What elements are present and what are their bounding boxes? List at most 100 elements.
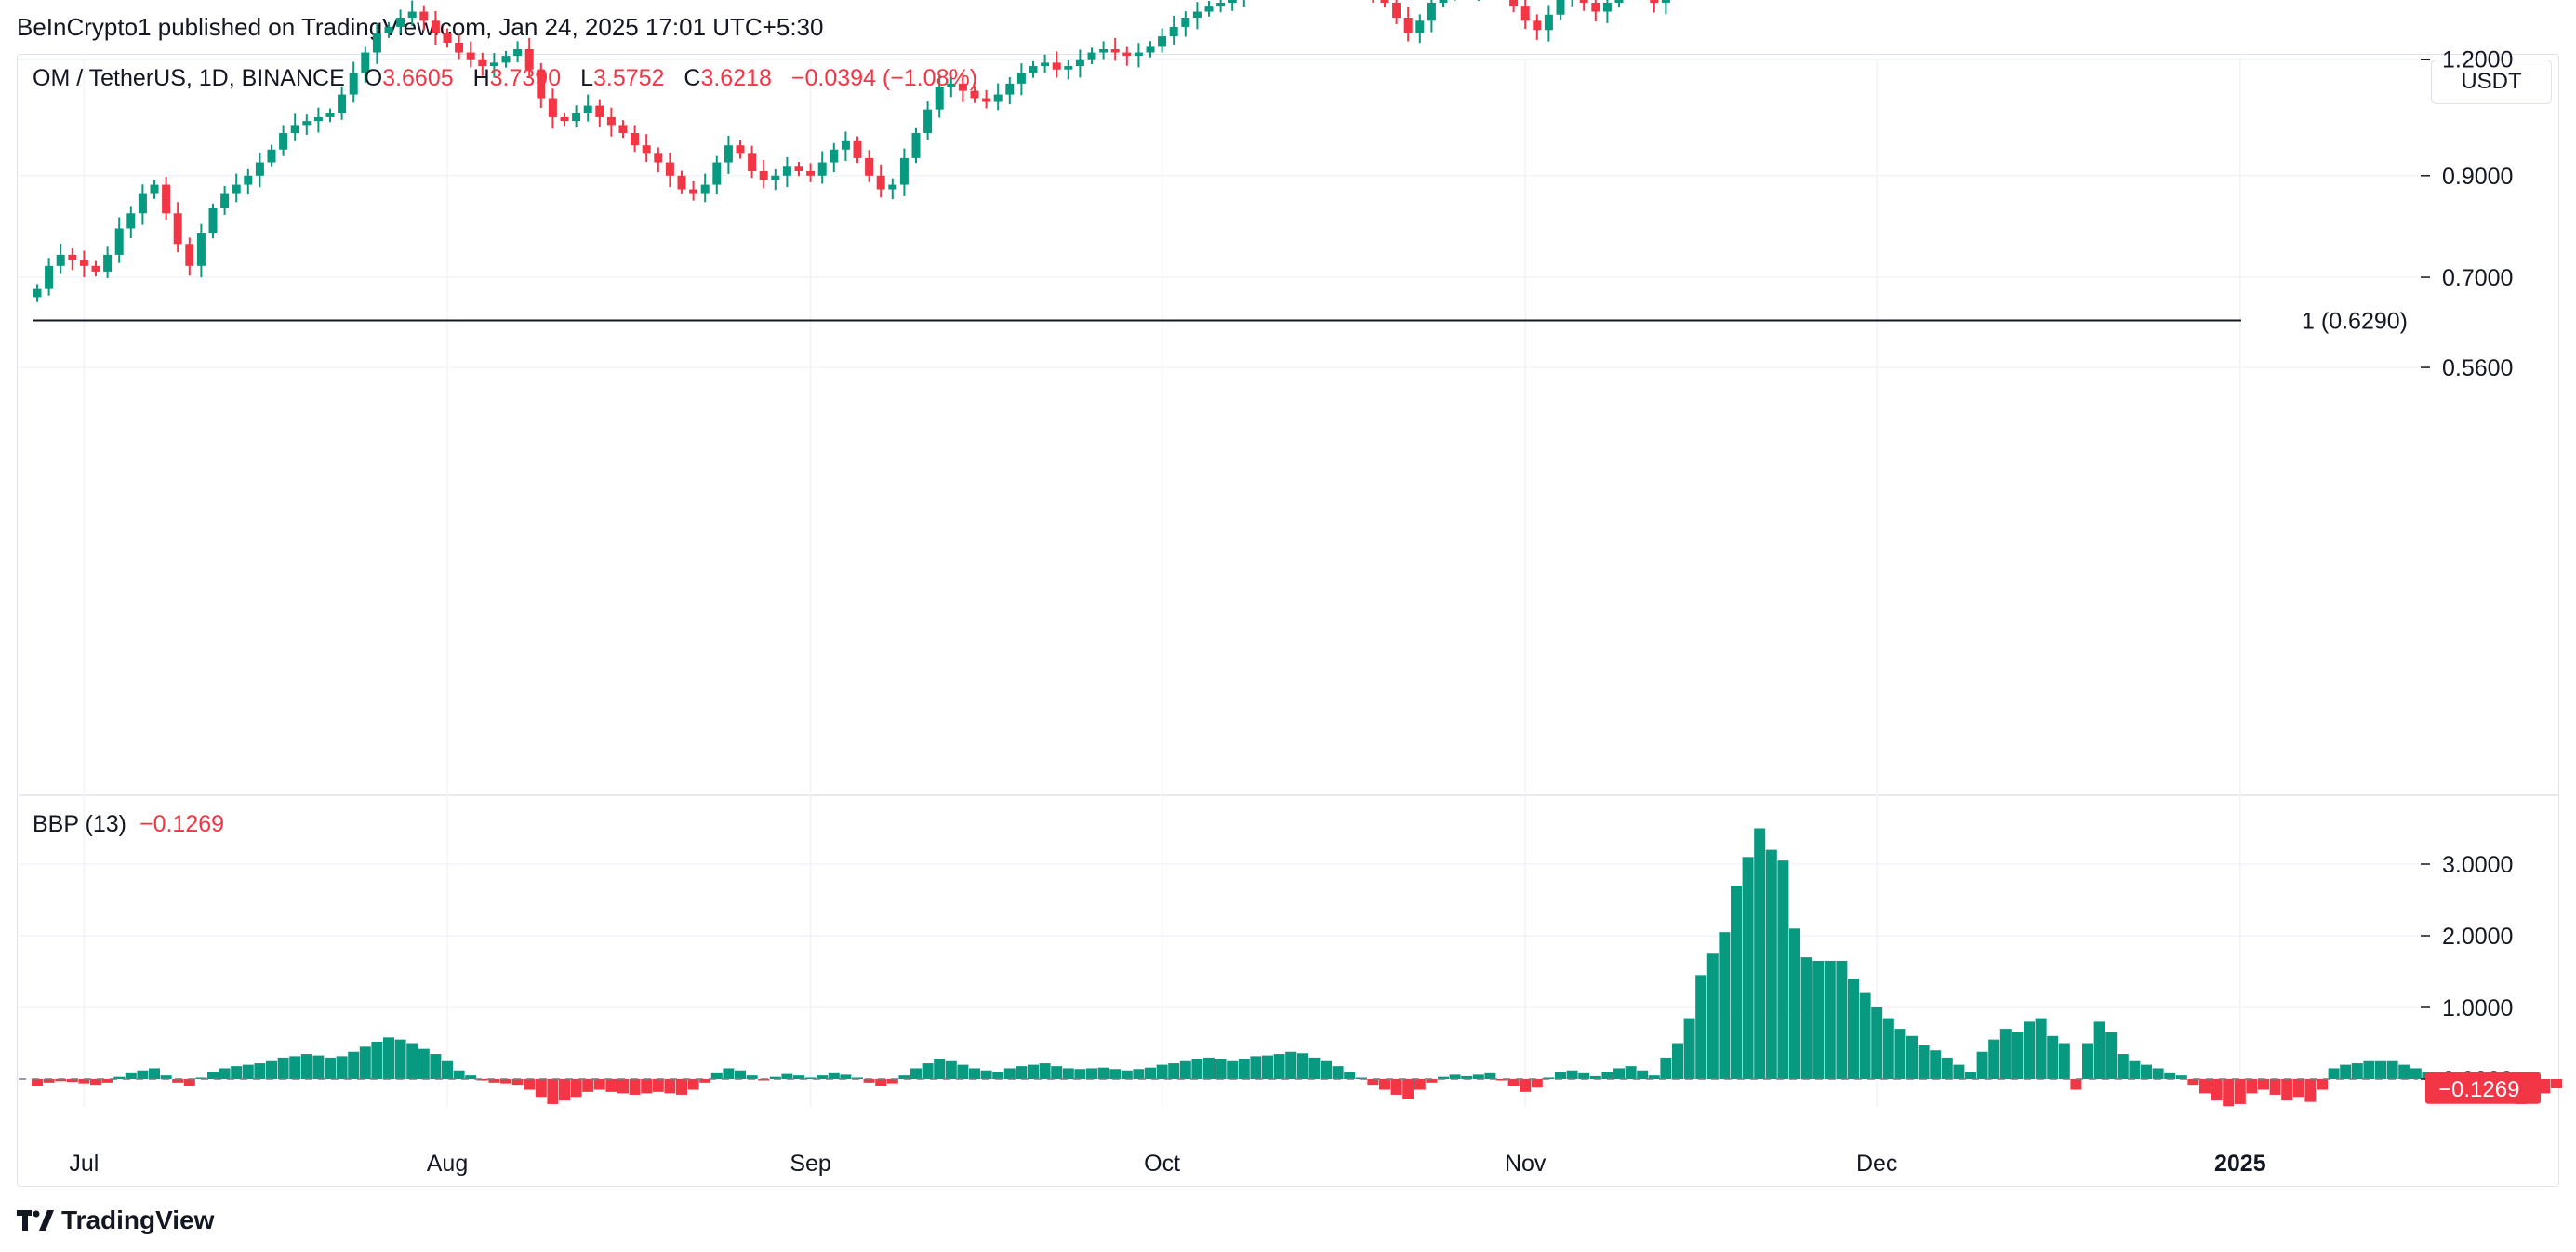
- candle[interactable]: [1533, 14, 1542, 40]
- candle[interactable]: [1110, 37, 1120, 61]
- candle[interactable]: [1087, 47, 1096, 64]
- candle[interactable]: [1158, 28, 1167, 53]
- candle[interactable]: [325, 108, 335, 123]
- candle[interactable]: [631, 125, 640, 153]
- candle[interactable]: [1568, 0, 1576, 7]
- symbol-label[interactable]: OM / TetherUS, 1D, BINANCE: [33, 65, 345, 91]
- candle[interactable]: [478, 52, 487, 76]
- candle[interactable]: [1602, 0, 1612, 23]
- candle[interactable]: [1579, 0, 1588, 11]
- candle[interactable]: [68, 247, 77, 271]
- candle[interactable]: [1427, 0, 1436, 33]
- candle[interactable]: [1451, 0, 1459, 1]
- candle[interactable]: [537, 62, 546, 109]
- candle[interactable]: [45, 258, 54, 296]
- candle[interactable]: [290, 113, 299, 141]
- candle[interactable]: [606, 107, 616, 137]
- candle[interactable]: [255, 153, 264, 188]
- candle[interactable]: [114, 217, 124, 263]
- candle[interactable]: [1192, 2, 1202, 30]
- candle[interactable]: [911, 127, 921, 164]
- candle[interactable]: [947, 76, 956, 98]
- candle[interactable]: [407, 0, 417, 26]
- indicator-name[interactable]: BBP (13): [33, 811, 126, 837]
- candle[interactable]: [1403, 7, 1413, 42]
- candle[interactable]: [1005, 76, 1015, 105]
- candle[interactable]: [1240, 0, 1248, 7]
- candle[interactable]: [771, 168, 780, 191]
- candle[interactable]: [33, 284, 42, 302]
- candle[interactable]: [455, 34, 464, 60]
- candle[interactable]: [876, 164, 885, 198]
- candle[interactable]: [501, 50, 511, 68]
- candle[interactable]: [560, 112, 569, 127]
- candle[interactable]: [1228, 0, 1237, 11]
- candle[interactable]: [677, 170, 686, 194]
- candle[interactable]: [279, 125, 288, 156]
- candle[interactable]: [419, 5, 429, 31]
- candle[interactable]: [489, 53, 498, 78]
- candle[interactable]: [1556, 0, 1565, 20]
- candle[interactable]: [1650, 0, 1659, 13]
- candle[interactable]: [1661, 0, 1670, 15]
- candle[interactable]: [103, 246, 113, 278]
- candle[interactable]: [712, 155, 722, 195]
- candle[interactable]: [1029, 60, 1038, 78]
- candle[interactable]: [208, 203, 218, 239]
- candle[interactable]: [443, 28, 452, 48]
- candle[interactable]: [138, 184, 147, 225]
- candle[interactable]: [724, 135, 733, 174]
- candle[interactable]: [361, 46, 370, 84]
- candle[interactable]: [1146, 41, 1155, 58]
- candle[interactable]: [431, 10, 440, 46]
- candle[interactable]: [1169, 15, 1178, 45]
- candle[interactable]: [244, 168, 253, 195]
- candle[interactable]: [794, 162, 803, 177]
- candle[interactable]: [196, 223, 206, 278]
- candle[interactable]: [1415, 14, 1425, 44]
- candle[interactable]: [923, 101, 933, 140]
- candle[interactable]: [349, 61, 358, 103]
- candle[interactable]: [1591, 0, 1600, 22]
- candle[interactable]: [993, 83, 1003, 111]
- candle[interactable]: [888, 178, 897, 200]
- candle[interactable]: [817, 151, 827, 184]
- candle[interactable]: [1614, 0, 1624, 8]
- candle[interactable]: [372, 23, 381, 64]
- candle[interactable]: [1181, 11, 1190, 37]
- candle[interactable]: [841, 131, 850, 162]
- candle[interactable]: [384, 21, 393, 38]
- candle[interactable]: [1544, 5, 1553, 42]
- candle[interactable]: [1064, 60, 1073, 80]
- tradingview-logo[interactable]: TradingView: [17, 1205, 214, 1235]
- candle[interactable]: [1099, 41, 1109, 60]
- candle[interactable]: [1041, 54, 1050, 73]
- candle[interactable]: [1520, 0, 1530, 30]
- candle[interactable]: [1474, 0, 1482, 2]
- candle[interactable]: [865, 150, 874, 182]
- candle[interactable]: [150, 180, 159, 199]
- candle[interactable]: [302, 114, 312, 135]
- candle[interactable]: [970, 86, 979, 103]
- candle[interactable]: [313, 107, 323, 133]
- candle[interactable]: [1204, 0, 1214, 17]
- candle[interactable]: [782, 156, 791, 188]
- indicator-value-badge[interactable]: [2425, 1072, 2541, 1104]
- candle[interactable]: [1392, 0, 1401, 25]
- candle[interactable]: [1075, 49, 1084, 78]
- candle[interactable]: [1134, 43, 1143, 68]
- candle[interactable]: [689, 180, 698, 201]
- candle[interactable]: [396, 9, 405, 33]
- candle[interactable]: [1439, 0, 1448, 8]
- candle[interactable]: [173, 202, 182, 253]
- candle[interactable]: [853, 136, 862, 164]
- candle[interactable]: [806, 163, 816, 182]
- candle[interactable]: [618, 120, 628, 139]
- candle[interactable]: [1016, 63, 1026, 96]
- candle[interactable]: [56, 243, 65, 274]
- candle[interactable]: [1509, 0, 1519, 13]
- candle[interactable]: [595, 99, 604, 127]
- candle[interactable]: [935, 75, 944, 118]
- candle[interactable]: [220, 185, 230, 216]
